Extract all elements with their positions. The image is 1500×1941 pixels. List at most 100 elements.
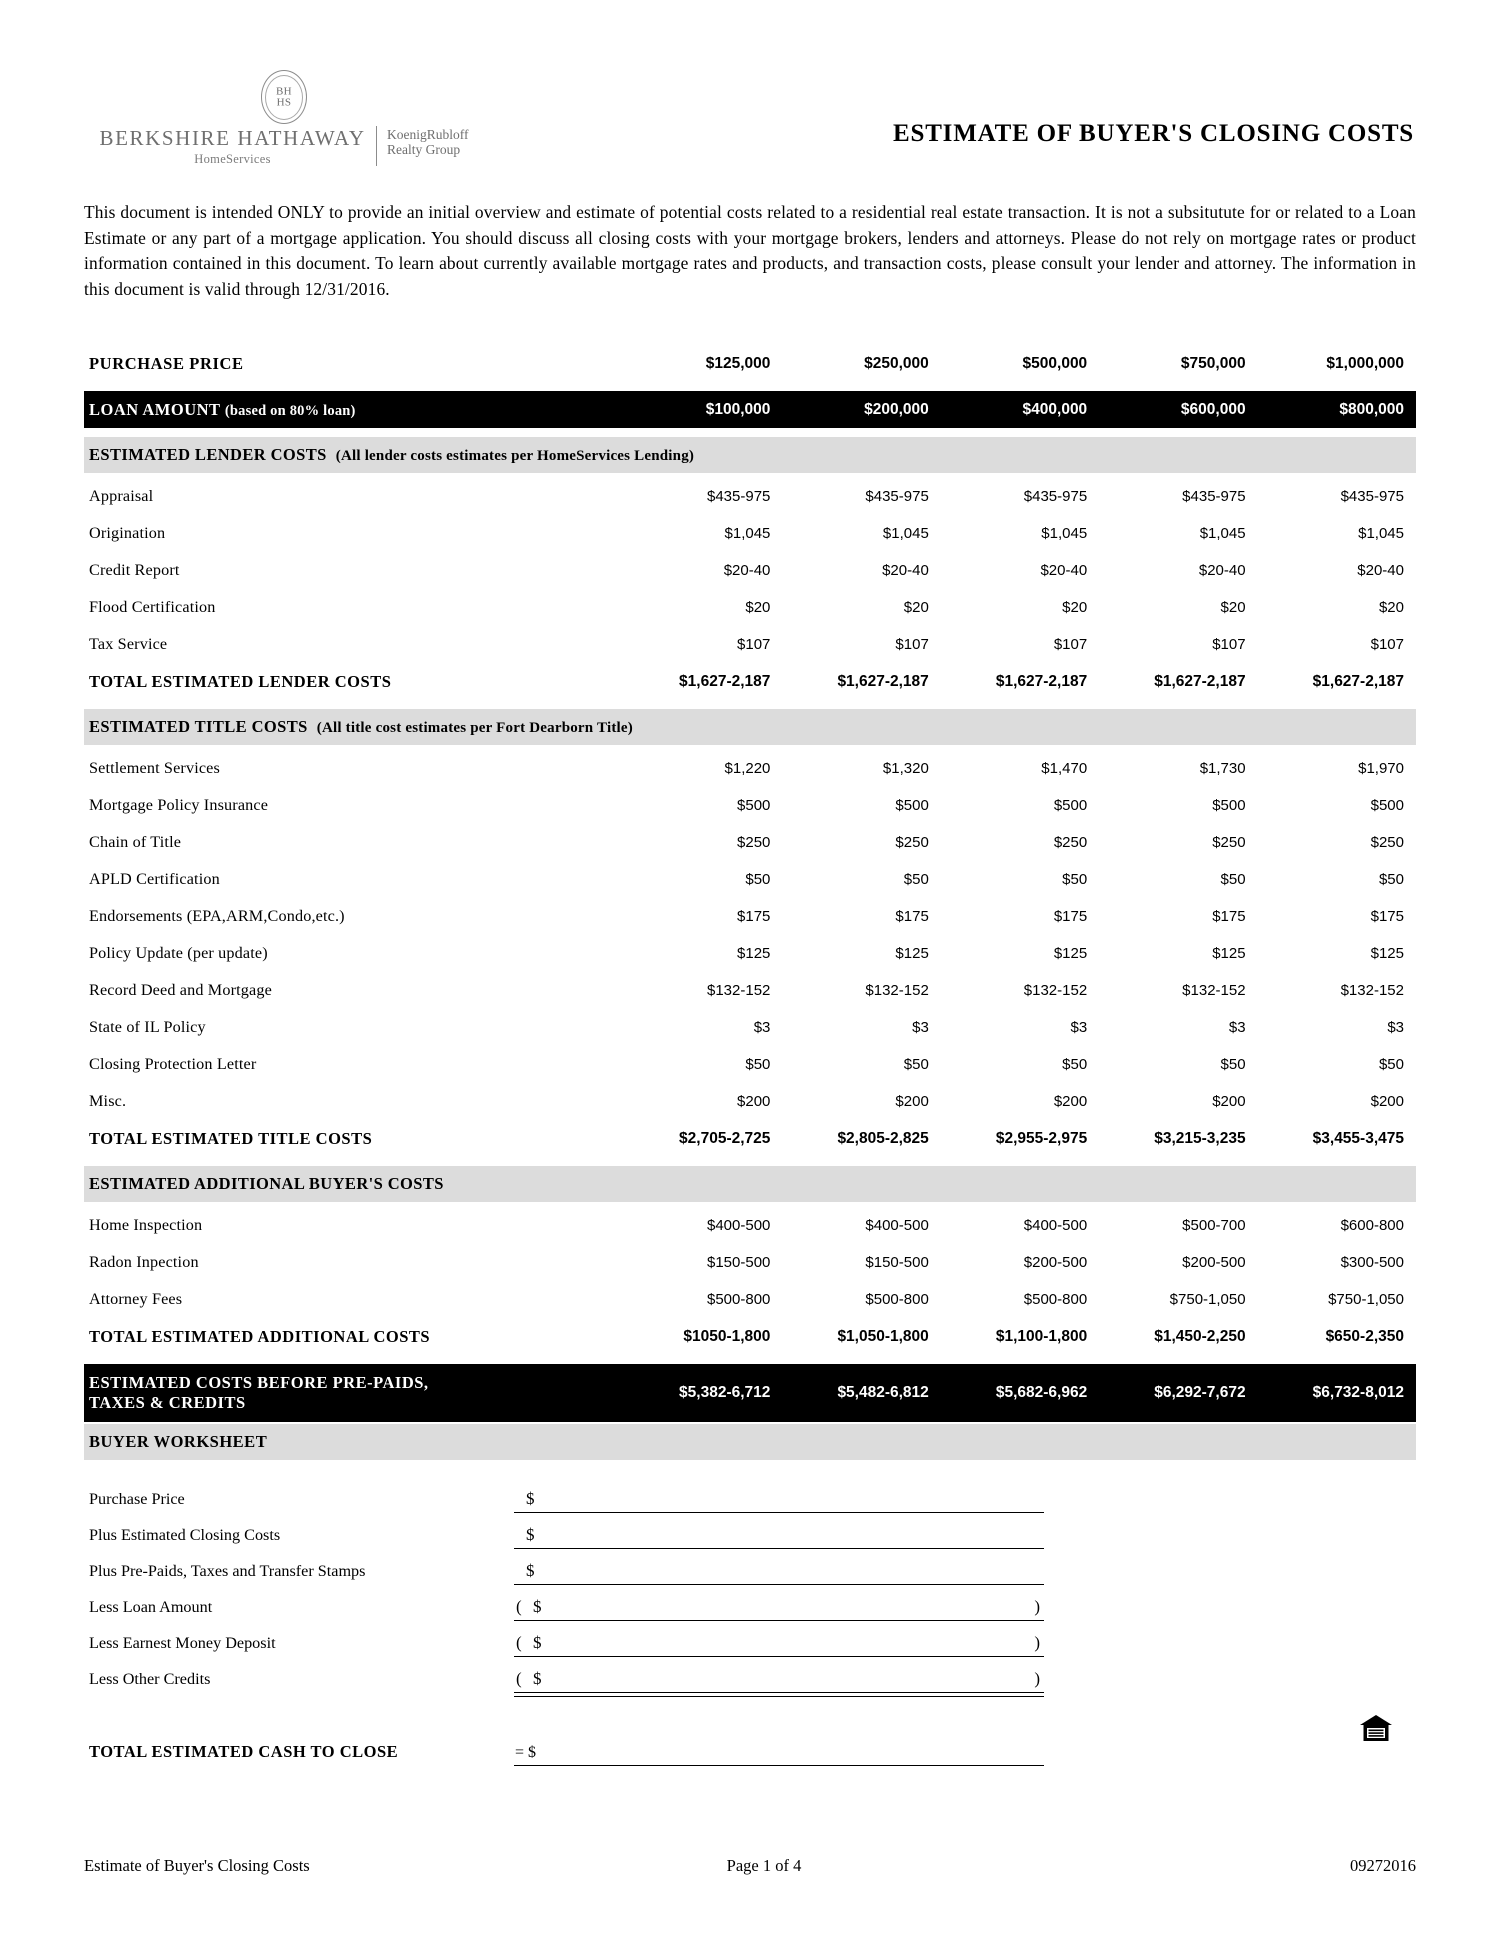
row-label: APLD Certification xyxy=(89,870,220,888)
seal-initials: BH HS xyxy=(276,85,292,108)
currency-symbol: $ xyxy=(533,1597,542,1616)
worksheet-rule xyxy=(514,1620,1044,1621)
worksheet-input-field[interactable]: ( $ ) xyxy=(514,1663,1044,1693)
worksheet-total-row: TOTAL ESTIMATED CASH TO CLOSE = $ xyxy=(84,1730,1416,1766)
row-label: Credit Report xyxy=(89,561,180,579)
table-cell: $20 xyxy=(1378,599,1404,616)
table-cell: $200 xyxy=(1370,1093,1404,1110)
section-heading: ESTIMATED LENDER COSTS (All lender costs… xyxy=(84,437,1416,473)
table-cell: $435-975 xyxy=(865,488,929,505)
table-cell: $200 xyxy=(737,1093,771,1110)
worksheet-rule xyxy=(514,1584,1044,1585)
row-label: Home Inspection xyxy=(89,1216,203,1234)
currency-symbol: $ xyxy=(533,1669,542,1688)
table-row: Misc. $200 $200 $200 $200 $200 xyxy=(84,1083,1416,1120)
table-cell: $3 xyxy=(1387,1019,1404,1036)
table-cell: $500-700 xyxy=(1182,1217,1246,1234)
table-cell: $2,955-2,975 xyxy=(995,1129,1088,1147)
table-cell: $1,045 xyxy=(1199,525,1246,542)
worksheet-row: Less Earnest Money Deposit ( $ ) xyxy=(84,1621,1416,1657)
row-label: Record Deed and Mortgage xyxy=(89,981,272,999)
worksheet-row: Less Other Credits ( $ ) xyxy=(84,1657,1416,1693)
table-cell: $200,000 xyxy=(864,400,929,418)
table-row: Origination $1,045 $1,045 $1,045 $1,045 $1,0… xyxy=(84,515,1416,552)
row-label: Appraisal xyxy=(89,487,154,505)
section-heading: ESTIMATED ADDITIONAL BUYER'S COSTS xyxy=(84,1166,1416,1202)
section-total-label: TOTAL ESTIMATED TITLE COSTS xyxy=(89,1128,373,1148)
table-cell: $250 xyxy=(1212,834,1246,851)
table-cell: $1,970 xyxy=(1358,760,1404,777)
table-cell: $3 xyxy=(753,1019,771,1036)
section-total-label: TOTAL ESTIMATED ADDITIONAL COSTS xyxy=(89,1326,431,1346)
worksheet-total-field[interactable]: = $ xyxy=(514,1736,1044,1766)
table-cell: $1,045 xyxy=(1041,525,1088,542)
worksheet-row: Plus Estimated Closing Costs $ xyxy=(84,1513,1416,1549)
table-cell: $50 xyxy=(903,1056,929,1073)
paren-close: ) xyxy=(1034,1597,1040,1616)
closing-costs-table: PURCHASE PRICE $125,000 $250,000 $500,000 $… xyxy=(84,345,1416,1422)
table-row: Credit Report $20-40 $20-40 $20-40 $20-40 $2… xyxy=(84,552,1416,589)
worksheet-input-field[interactable]: $ xyxy=(514,1555,1044,1585)
table-cell: $1,627-2,187 xyxy=(837,672,929,690)
paren-open: ( xyxy=(516,1669,522,1688)
table-row: Attorney Fees $500-800 $500-800 $500-800 $7… xyxy=(84,1281,1416,1318)
table-row: Record Deed and Mortgage $132-152 $132-15… xyxy=(84,972,1416,1009)
buyer-worksheet: BUYER WORKSHEET Purchase Price $ Plus Es… xyxy=(84,1424,1416,1766)
table-row: Mortgage Policy Insurance $500 $500 $500 $5… xyxy=(84,787,1416,824)
table-cell: $5,682-6,962 xyxy=(995,1384,1088,1401)
paren-open: ( xyxy=(516,1597,522,1616)
row-spacer xyxy=(84,1355,1416,1364)
table-row: State of IL Policy $3 $3 $3 $3 $3 xyxy=(84,1009,1416,1046)
table-cell: $1,045 xyxy=(1358,525,1404,542)
table-cell: $200-500 xyxy=(1182,1254,1246,1271)
table-cell: $500 xyxy=(737,797,771,814)
row-label: Origination xyxy=(89,524,166,542)
table-cell: $1,627-2,187 xyxy=(995,672,1088,690)
row-label: Attorney Fees xyxy=(89,1290,183,1308)
table-cell: $2,705-2,725 xyxy=(679,1129,771,1147)
row-label: Radon Inpection xyxy=(89,1253,199,1271)
table-cell: $5,482-6,812 xyxy=(837,1384,929,1401)
table-cell: $2,805-2,825 xyxy=(837,1129,929,1147)
row-label: Flood Certification xyxy=(89,598,216,616)
worksheet-row: Purchase Price $ xyxy=(84,1477,1416,1513)
section-total-row: TOTAL ESTIMATED TITLE COSTS $2,705-2,725… xyxy=(84,1120,1416,1157)
table-cell: $3 xyxy=(1228,1019,1246,1036)
table-row: Closing Protection Letter $50 $50 $50 $50 $5… xyxy=(84,1046,1416,1083)
table-cell: $50 xyxy=(903,871,929,888)
worksheet-rule xyxy=(514,1512,1044,1513)
table-row: Policy Update (per update) $125 $125 $125 $… xyxy=(84,935,1416,972)
worksheet-input-field[interactable]: ( $ ) xyxy=(514,1627,1044,1657)
table-cell: $3,455-3,475 xyxy=(1312,1129,1404,1147)
table-cell: $1050-1,800 xyxy=(683,1327,771,1345)
table-cell: $20-40 xyxy=(1198,562,1246,579)
paren-open: ( xyxy=(516,1633,522,1652)
worksheet-input-field[interactable]: ( $ ) xyxy=(514,1591,1044,1621)
table-cell: $800,000 xyxy=(1339,400,1404,418)
currency-symbol: $ xyxy=(533,1633,542,1652)
row-label: Closing Protection Letter xyxy=(89,1055,257,1073)
table-row: Flood Certification $20 $20 $20 $20 $20 xyxy=(84,589,1416,626)
purchase-price-label: PURCHASE PRICE xyxy=(89,353,244,373)
bhhs-seal-icon: BH HS xyxy=(261,70,307,124)
table-cell: $750-1,050 xyxy=(1328,1291,1404,1308)
document-header: BH HS BERKSHIRE HATHAWAY HomeServices Koe… xyxy=(84,62,1414,172)
purchase-price-row: PURCHASE PRICE $125,000 $250,000 $500,000 $… xyxy=(84,345,1416,382)
loan-amount-label: LOAN AMOUNT (based on 80% loan) xyxy=(89,399,356,419)
worksheet-rule xyxy=(514,1548,1044,1549)
table-cell: $500 xyxy=(1053,797,1088,814)
grand-total-label: ESTIMATED COSTS BEFORE PRE-PAIDS, TAXES &… xyxy=(89,1373,429,1412)
worksheet-row-label: Purchase Price xyxy=(89,1490,185,1508)
table-cell: $20-40 xyxy=(723,562,771,579)
table-cell: $1,000,000 xyxy=(1326,354,1404,372)
worksheet-input-field[interactable]: $ xyxy=(514,1483,1044,1513)
footer-page-number: Page 1 of 4 xyxy=(726,1856,802,1875)
table-cell: $175 xyxy=(895,908,929,925)
logo-divider xyxy=(375,126,377,166)
worksheet-total-label: TOTAL ESTIMATED CASH TO CLOSE xyxy=(89,1742,399,1761)
table-cell: $125 xyxy=(1370,945,1404,962)
worksheet-input-field[interactable]: $ xyxy=(514,1519,1044,1549)
table-cell: $50 xyxy=(1062,871,1088,888)
table-cell: $3 xyxy=(912,1019,929,1036)
table-cell: $150-500 xyxy=(865,1254,929,1271)
